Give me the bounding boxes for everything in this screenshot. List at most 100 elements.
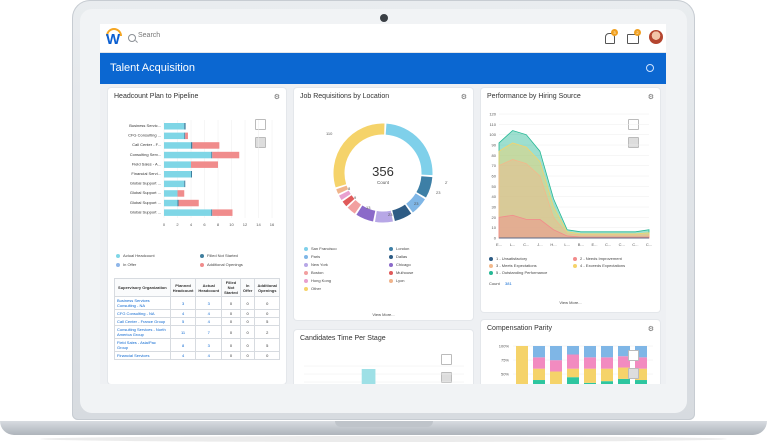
notifications-icon[interactable] (605, 33, 615, 44)
count-value: 381 (505, 281, 512, 286)
org-link[interactable]: CFG Consulting - NA (114, 309, 171, 318)
compensation-bar-segment (635, 368, 647, 381)
donut-center-value: 356 (372, 164, 394, 179)
x-tick-label: H... (550, 242, 556, 247)
legend-item[interactable]: 5 - Outstanding Performance (489, 270, 547, 275)
legend-item[interactable]: London (389, 246, 409, 251)
legend-label: Paris (311, 254, 321, 259)
org-link[interactable]: Consulting Services - North America Grou… (114, 325, 171, 339)
zoom-in-icon[interactable] (628, 137, 639, 148)
table-header: Filled Not Started (221, 278, 241, 297)
legend-dot (304, 263, 308, 267)
donut-value-label: 23 (388, 212, 393, 217)
legend-item[interactable]: Dallas (389, 254, 407, 259)
card-actions[interactable]: ⚙ (460, 94, 468, 101)
table-cell: 0 (239, 351, 256, 360)
app-screen: W Search 3 2 Talent Acquisition Headcoun… (100, 24, 666, 384)
legend-item[interactable]: San Francisco (304, 246, 337, 251)
org-link[interactable]: Financial Services (114, 351, 171, 360)
y-tick-label: 30 (492, 205, 497, 210)
legend-item[interactable]: Boston (304, 270, 323, 275)
legend-item[interactable]: Hong Kong (304, 278, 331, 283)
legend-item[interactable]: 2 - Needs Improvement (573, 256, 622, 261)
area-series (498, 159, 650, 239)
compensation-bar-segment (550, 346, 562, 361)
chart-toolbar[interactable] (627, 348, 647, 379)
org-link[interactable]: Call Center - France Group (114, 317, 171, 326)
legend-item[interactable]: Chicago (389, 262, 411, 267)
y-tick-label: 75% (501, 358, 509, 363)
legend-item[interactable]: 4 - Exceeds Expectations (573, 263, 625, 268)
y-tick-label: 40 (492, 194, 497, 199)
donut-slice (375, 210, 393, 223)
zoom-in-icon[interactable] (441, 372, 452, 383)
legend-dot (389, 271, 393, 275)
gear-icon[interactable] (646, 64, 654, 72)
zoom-in-icon[interactable] (628, 368, 639, 379)
x-tick-label: 14 (256, 222, 261, 227)
legend-dot (389, 279, 393, 283)
zoom-out-icon[interactable] (255, 119, 266, 130)
donut-slice (385, 123, 433, 176)
chart-toolbar[interactable] (254, 117, 274, 148)
card-actions[interactable]: ⚙ (273, 94, 281, 101)
bar-additional-openings (178, 199, 199, 207)
zoom-out-icon[interactable] (441, 354, 452, 365)
table-cell: 0 (239, 325, 256, 339)
category-label: Global Support ... (130, 181, 161, 186)
legend-item[interactable]: Paris (304, 254, 320, 259)
avatar[interactable] (649, 30, 663, 44)
legend-dot (489, 257, 493, 261)
bar-actual-headcount (164, 123, 185, 130)
table-cell: 5 (169, 317, 197, 326)
performance-chart: 0 10 20 30 40 50 60 70 80 90 100 110 120 E... L... C...… (489, 112, 652, 248)
table-cell: 0 (239, 317, 256, 326)
table-cell: 5 (254, 338, 280, 352)
donut-slice (356, 205, 376, 222)
table-header: Supervisory Organization (114, 278, 171, 297)
zoom-in-icon[interactable] (255, 137, 266, 148)
legend-label: Dallas (396, 254, 408, 259)
legend-label: 4 - Exceeds Expectations (580, 263, 626, 268)
x-tick-label: 6 (203, 222, 206, 227)
table-row: Consulting Services - North America Grou… (114, 325, 280, 339)
legend-inoffer: In Offer (116, 262, 136, 267)
chart-toolbar[interactable] (440, 352, 460, 383)
bar-actual-headcount (164, 199, 178, 207)
candidates-chart (304, 365, 464, 384)
donut-value-label: 23 (436, 190, 441, 195)
category-label: Global Support ... (130, 209, 161, 214)
view-more-link[interactable]: View More... (372, 312, 395, 317)
table-cell: 0 (221, 325, 241, 339)
search-input[interactable]: Search (138, 32, 161, 39)
legend-item[interactable]: 1 - Unsatisfactory (489, 256, 527, 261)
legend-item[interactable]: Mulhouse (389, 270, 413, 275)
legend-item[interactable]: Lyon (389, 278, 405, 283)
table-cell: 0 (221, 351, 241, 360)
table-cell: 0 (239, 296, 256, 310)
table-row: Business Services Consulting - NA 3 3 0 0 0 (114, 296, 280, 310)
y-tick-label: 80 (492, 153, 497, 158)
zoom-out-icon[interactable] (628, 350, 639, 361)
org-link[interactable]: Business Services Consulting - NA (114, 296, 171, 310)
bar-filled-not-started (184, 180, 186, 188)
card-actions[interactable]: ⚙ (647, 94, 655, 101)
compensation-bar-segment (533, 380, 545, 384)
compensation-bar-segment (618, 378, 630, 384)
legend-openings: Additional Openings (200, 262, 243, 267)
compensation-bar-segment (516, 346, 528, 384)
org-link[interactable]: Field Sales - Asia/Pac Group (114, 338, 171, 352)
legend-item[interactable]: Other (304, 286, 321, 291)
area-series (498, 214, 650, 239)
card-actions[interactable]: ⚙ (647, 326, 655, 333)
legend-item[interactable]: New York (304, 262, 328, 267)
view-more-link[interactable]: View More... (559, 300, 582, 305)
donut-slice (342, 195, 355, 207)
legend-item[interactable]: 3 - Meets Expectations (489, 263, 537, 268)
search-icon[interactable] (128, 34, 136, 42)
inbox-icon[interactable] (627, 34, 639, 44)
bar-filled-not-started (184, 132, 186, 140)
y-tick-label: 100 (489, 132, 496, 137)
compensation-chart: 100% 75% 50% (499, 344, 653, 384)
workday-logo[interactable]: W (106, 31, 121, 48)
